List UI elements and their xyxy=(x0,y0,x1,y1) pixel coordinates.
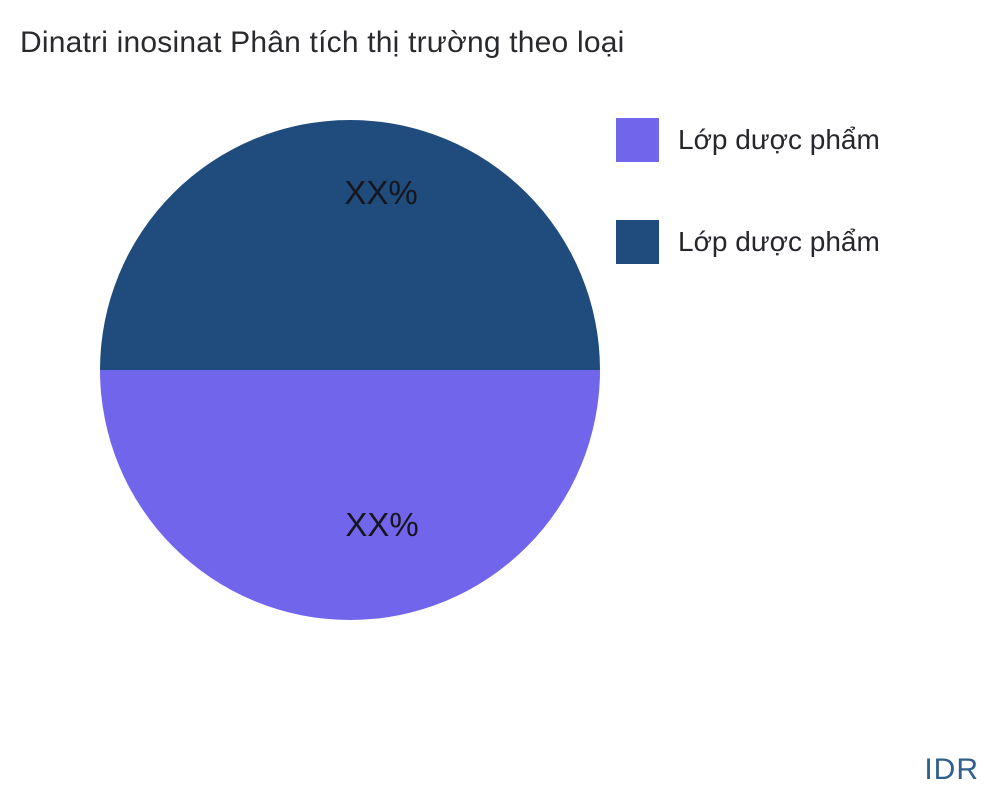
watermark-idr: IDR xyxy=(924,753,979,786)
legend-label: Lớp dược phẩm xyxy=(678,226,880,257)
slice-label-top: XX% xyxy=(344,174,418,211)
legend-swatch-icon xyxy=(616,220,659,264)
pie-chart xyxy=(100,120,600,620)
slice-label-bottom: XX% xyxy=(345,506,419,543)
chart-title: Dinatri inosinat Phân tích thị trường th… xyxy=(20,26,625,59)
legend: Lớp dược phẩm Lớp dược phẩm xyxy=(616,118,880,322)
legend-label: Lớp dược phẩm xyxy=(678,124,880,155)
pie-slice-bottom xyxy=(100,370,600,620)
legend-item-purple: Lớp dược phẩm xyxy=(616,118,880,162)
legend-item-navy: Lớp dược phẩm xyxy=(616,220,880,264)
pie-slice-top xyxy=(100,120,600,370)
legend-swatch-icon xyxy=(616,118,659,162)
